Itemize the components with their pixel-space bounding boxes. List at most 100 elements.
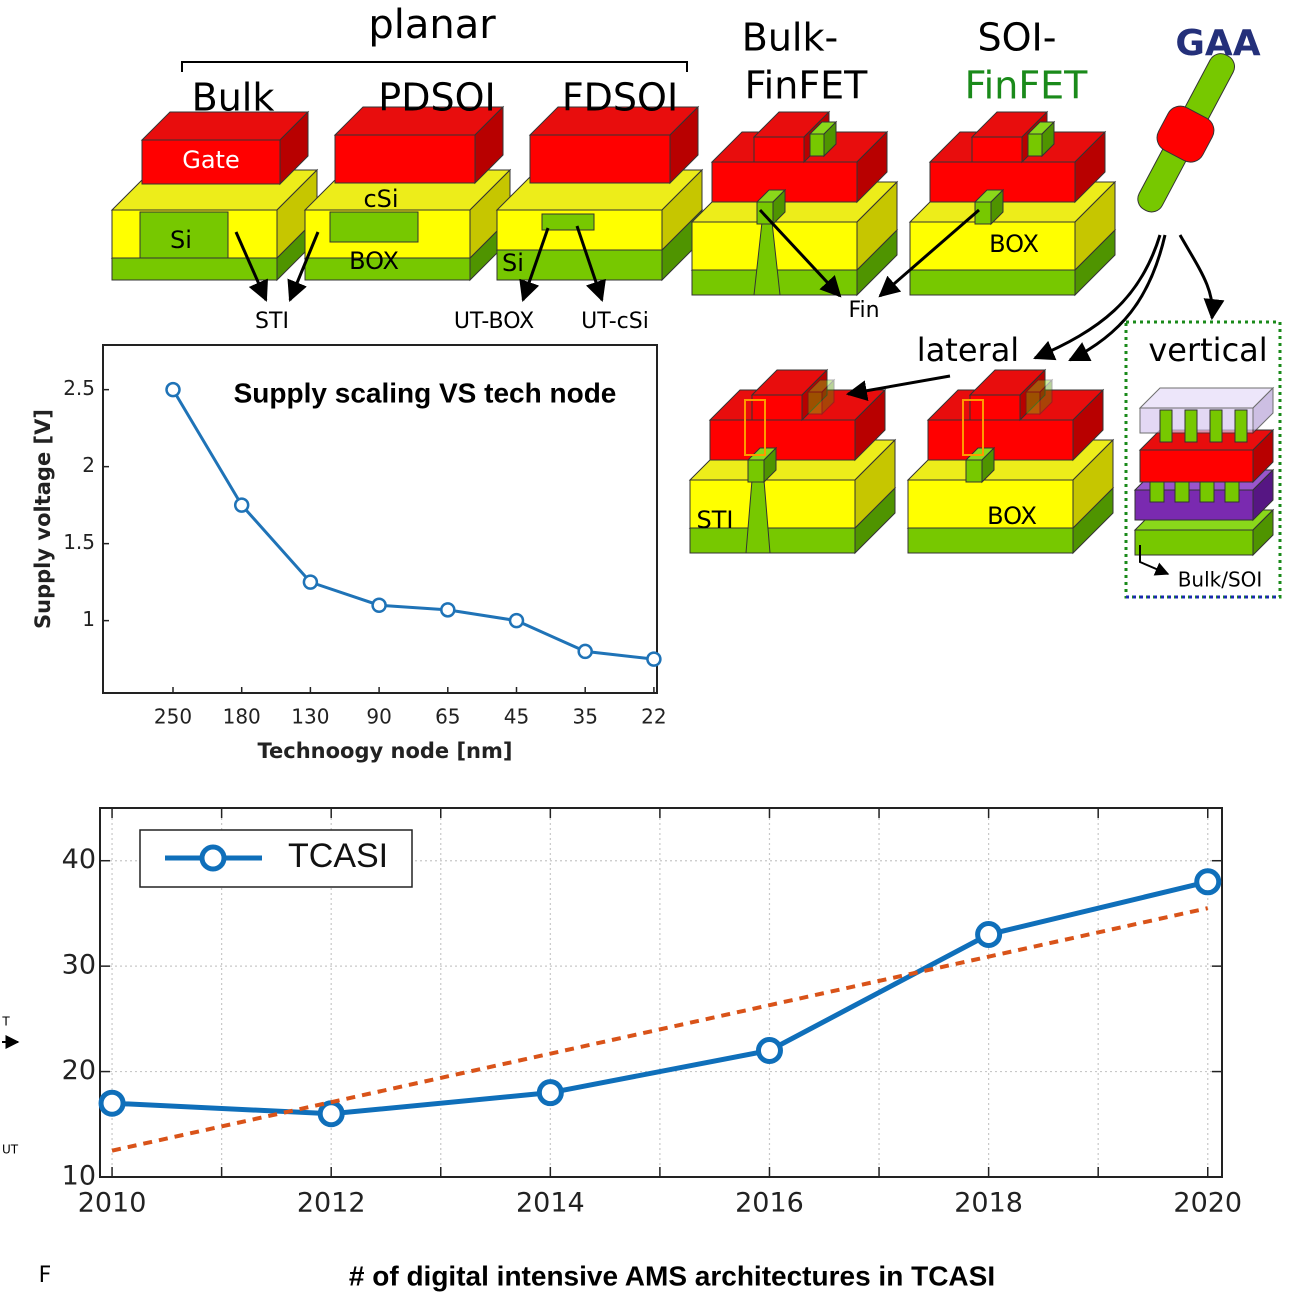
data-point — [373, 599, 386, 612]
page: { "diagram": { "labels": ["planar", "Bul… — [0, 0, 1289, 1303]
diagram-label: vertical — [1148, 331, 1267, 369]
y-tick-label: 1 — [82, 607, 95, 631]
x-tick-label: 2014 — [516, 1188, 585, 1219]
block-front — [1028, 134, 1042, 156]
diagram-label: lateral — [917, 331, 1019, 369]
y-tick-label: 1.5 — [63, 530, 95, 554]
diagram-label: FDSOI — [562, 76, 678, 120]
x-tick-label: 2018 — [954, 1188, 1023, 1219]
data-point — [539, 1082, 561, 1104]
diagram-label: Gate — [182, 146, 239, 174]
data-point — [579, 645, 592, 658]
y-axis-label: Supply voltage [V] — [31, 409, 55, 629]
block-front — [710, 420, 855, 460]
region — [1225, 482, 1239, 502]
block-front — [928, 420, 1073, 460]
block-front — [966, 460, 982, 482]
diagram-label: FinFET — [965, 64, 1089, 108]
data-point — [647, 653, 660, 666]
block-top — [1140, 388, 1273, 408]
chart-title: Supply scaling VS tech node — [234, 377, 617, 408]
gaa-wire — [1123, 44, 1249, 222]
data-point — [101, 1092, 123, 1114]
diagram-label: BOX — [349, 247, 399, 275]
arrow — [1180, 235, 1212, 318]
x-tick-label: 180 — [223, 705, 261, 729]
block-front — [752, 395, 802, 420]
diagram-label: Si — [170, 226, 192, 254]
x-tick-label: 2010 — [78, 1188, 147, 1219]
data-point — [320, 1103, 342, 1125]
region — [1160, 410, 1172, 442]
diagram-label: Si — [502, 249, 524, 277]
block-front — [1026, 392, 1040, 414]
region — [542, 214, 594, 230]
legend-marker — [202, 847, 224, 869]
block-front — [972, 137, 1022, 162]
data-point — [304, 576, 317, 589]
block-front — [335, 135, 475, 183]
x-tick-label: 2012 — [297, 1188, 366, 1219]
legend-label: TCASI — [288, 837, 388, 875]
x-axis-label: Technoogy node [nm] — [257, 739, 512, 763]
diagram-label: GAA — [1175, 23, 1260, 64]
y-tick-label: 2 — [82, 453, 95, 477]
x-tick-label: 90 — [366, 705, 391, 729]
diagram-label: SOI- — [978, 16, 1057, 60]
data-point — [441, 603, 454, 616]
x-tick-label: 250 — [154, 705, 192, 729]
fragment: T — [1, 1015, 10, 1029]
supply-chart: 1 1.5 2 2.5 250 180 130 90 65 45 35 22 Technoogy nod… — [0, 330, 667, 770]
x-tick-label: 65 — [435, 705, 460, 729]
region — [1175, 482, 1189, 502]
planar-bracket — [182, 62, 687, 72]
region — [1235, 410, 1247, 442]
diagram-label: BOX — [989, 230, 1039, 258]
diagram-label: PDSOI — [378, 76, 495, 120]
x-tick-label: 2020 — [1173, 1188, 1242, 1219]
y-tick-label: 2.5 — [63, 376, 95, 400]
x-tick-label: 35 — [572, 705, 597, 729]
diagram-label: Fin — [848, 298, 879, 323]
diagram-label: STI — [697, 506, 734, 534]
region — [330, 212, 418, 242]
region — [1210, 410, 1222, 442]
block-front — [1135, 530, 1253, 555]
diagram-label: cSi — [363, 185, 398, 213]
block-front — [1140, 450, 1253, 482]
block-front — [754, 137, 804, 162]
x-tick-label: 2016 — [735, 1188, 804, 1219]
diagram-label: Bulk — [192, 76, 275, 120]
region — [1200, 482, 1214, 502]
data-point — [235, 499, 248, 512]
diagram-label: BOX — [987, 502, 1037, 530]
data-point — [1197, 871, 1219, 893]
diagram-label: Bulk/SOI — [1178, 568, 1263, 592]
block-front — [530, 135, 670, 183]
block-front — [748, 460, 764, 482]
fragment: F — [39, 1263, 52, 1288]
data-point — [758, 1039, 780, 1061]
data-point — [167, 383, 180, 396]
arrow — [848, 376, 950, 394]
x-tick-label: 130 — [291, 705, 329, 729]
diagram-label: planar — [368, 2, 496, 48]
y-tick-label: 30 — [62, 950, 96, 981]
figure: planarBulkPDSOIFDSOIBulk-FinFETSOI-FinFE… — [0, 0, 1289, 1303]
diagram-label: FinFET — [745, 64, 869, 108]
x-tick-label: 45 — [504, 705, 529, 729]
block-front — [910, 270, 1075, 295]
region — [1185, 410, 1197, 442]
y-tick-label: 20 — [62, 1055, 96, 1086]
region — [1150, 482, 1164, 502]
fragment: UT — [2, 1143, 19, 1157]
diagram-label: Bulk- — [742, 16, 838, 60]
x-tick-label: 22 — [641, 705, 666, 729]
y-tick-label: 40 — [62, 844, 96, 875]
block-front — [970, 395, 1020, 420]
block-front — [810, 134, 824, 156]
block-front — [908, 528, 1073, 553]
data-point — [510, 614, 523, 627]
data-point — [978, 924, 1000, 946]
